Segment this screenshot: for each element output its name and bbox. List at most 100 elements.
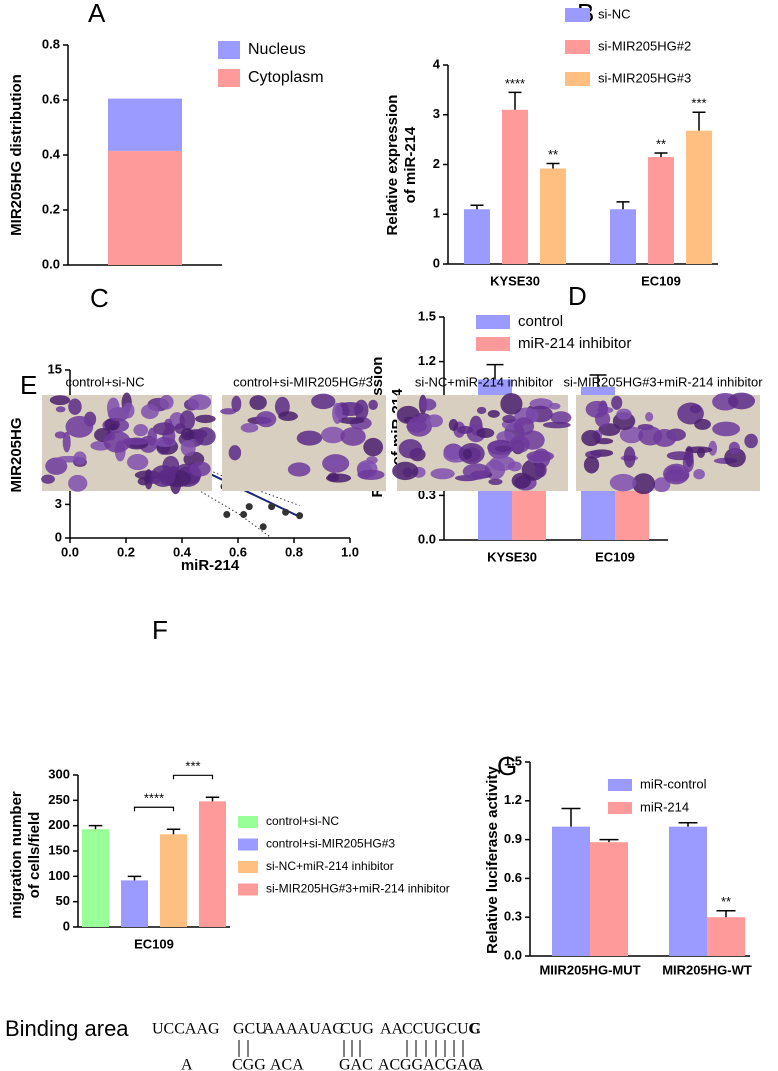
legend-label: miR-control: [640, 776, 707, 791]
cell-cluster: [363, 437, 384, 457]
cell-cluster: [583, 456, 600, 474]
cell-cluster: [616, 408, 632, 420]
y-tick-label: 1: [433, 206, 440, 221]
cell-cluster: [462, 448, 472, 460]
cell-cluster: [122, 402, 135, 419]
cell-cluster: [324, 459, 345, 467]
cell-cluster: [611, 395, 623, 410]
bar: [464, 209, 490, 264]
cell-cluster: [392, 461, 419, 481]
cell-cluster: [511, 472, 532, 489]
cell-cluster: [476, 428, 495, 438]
cell-cluster: [685, 446, 713, 454]
cell-cluster: [287, 462, 311, 477]
cell-cluster: [456, 425, 473, 434]
sequence-bottom: GGACGAC: [400, 1057, 479, 1071]
legend-swatch: [238, 816, 258, 828]
cell-cluster: [103, 431, 131, 453]
legend-label: si-MIR205HG#2: [598, 38, 691, 53]
cell-cluster: [638, 426, 663, 446]
y-tick-label: 4: [433, 56, 441, 71]
x-tick-label: 1.0: [341, 544, 359, 559]
cell-cluster: [65, 415, 94, 438]
y-axis-label: MIR205HG distribution: [8, 74, 25, 236]
y-tick-label: 0.6: [42, 91, 60, 106]
panel-label: D: [568, 281, 587, 311]
cell-cluster: [462, 463, 491, 480]
cell-cluster: [513, 417, 535, 436]
cell-cluster: [181, 428, 194, 441]
y-axis-label: migration number: [8, 791, 25, 919]
cell-cluster: [62, 431, 71, 453]
y-tick-label: 3: [55, 496, 62, 511]
micrograph: [41, 392, 216, 495]
cell-cluster: [645, 412, 654, 422]
cell-cluster: [159, 394, 174, 410]
cell-cluster: [187, 394, 212, 410]
cell-cluster: [494, 445, 512, 452]
significance-label: **: [656, 136, 666, 151]
sequence-top: UCCAAG: [152, 1021, 220, 1038]
y-tick-label: 0.6: [504, 870, 522, 885]
bar: [199, 801, 226, 927]
x-tick-label: EC109: [134, 936, 174, 951]
cell-cluster: [653, 477, 671, 493]
y-axis-label: MIR205HG: [8, 417, 25, 492]
legend-swatch: [218, 69, 240, 87]
cell-cluster: [406, 419, 427, 433]
cell-cluster: [68, 398, 82, 415]
y-tick-label: 0.0: [418, 531, 436, 546]
legend-label: si-NC+miR-214 inhibitor: [266, 859, 394, 873]
cell-cluster: [231, 395, 242, 412]
bar: [648, 157, 674, 264]
bar: [540, 168, 566, 264]
error-bar: [692, 111, 706, 131]
cell-cluster: [476, 406, 487, 415]
y-axis-label: of miR-214: [402, 126, 419, 203]
cell-cluster: [106, 397, 120, 419]
x-axis-label: miR-214: [181, 557, 240, 574]
cell-cluster: [398, 439, 423, 459]
significance-label: **: [721, 894, 731, 909]
cell-cluster: [73, 451, 87, 465]
sequence-bottom: CGG: [232, 1057, 266, 1071]
sequence-top: C: [470, 1021, 481, 1038]
binding-title: Binding area: [5, 1016, 129, 1041]
bar: [669, 826, 707, 956]
error-bar: [205, 796, 220, 802]
bar: [610, 209, 636, 264]
significance-label: **: [548, 147, 558, 162]
cell-cluster: [249, 395, 267, 411]
y-tick-label: 0: [63, 918, 70, 933]
bar: [552, 826, 590, 956]
error-bar: [127, 875, 142, 881]
legend-swatch: [608, 779, 632, 791]
legend-swatch: [218, 41, 240, 59]
sequence-top: CUG: [340, 1021, 374, 1038]
cell-cluster: [623, 446, 636, 468]
sequence-bottom: ACA: [270, 1057, 304, 1071]
y-tick-label: 0.3: [504, 909, 522, 924]
x-tick-label: KYSE30: [490, 273, 540, 288]
y-tick-label: 0.0: [504, 947, 522, 962]
y-tick-label: 100: [48, 868, 70, 883]
point: [296, 512, 304, 520]
panel-label: A: [88, 0, 106, 28]
cell-cluster: [240, 422, 259, 433]
cell-cluster: [140, 404, 159, 420]
y-tick-label: 0.9: [504, 831, 522, 846]
panel-label: G: [497, 751, 517, 781]
cell-cluster: [278, 411, 298, 421]
cell-cluster: [581, 430, 601, 447]
panel-label: C: [90, 283, 109, 313]
cell-cluster: [489, 455, 516, 471]
y-tick-label: 3: [433, 106, 440, 121]
panel-label: E: [20, 370, 37, 400]
legend-label: Nucleus: [248, 41, 306, 58]
cell-cluster: [663, 463, 690, 485]
significance-label: ****: [505, 76, 525, 91]
y-tick-label: 300: [48, 766, 70, 781]
bar: [590, 842, 628, 956]
y-tick-label: 15: [48, 361, 62, 376]
